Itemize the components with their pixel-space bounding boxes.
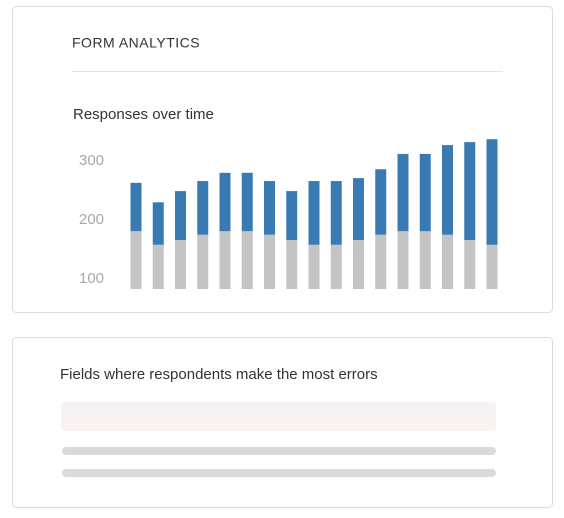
chart-title: Responses over time (73, 106, 214, 123)
analytics-card (12, 6, 553, 313)
bar-segment (397, 231, 409, 290)
placeholder-line (62, 469, 496, 477)
bar-segment (464, 142, 476, 241)
y-tick-label: 300 (79, 152, 104, 169)
plot: 100 200 300 (79, 139, 498, 290)
bar-segment (152, 244, 164, 290)
bar-segment (130, 182, 142, 232)
bar-segment (330, 181, 342, 245)
bar-segment (464, 240, 476, 290)
bar-segment (152, 202, 164, 245)
bar-segment (486, 139, 498, 245)
bar-segment (219, 231, 231, 290)
bar-segment (353, 240, 364, 290)
bar-segment (197, 181, 209, 235)
bar-segment (330, 244, 342, 290)
bar-segment (241, 172, 253, 232)
bar-segment (419, 231, 431, 290)
bar-segment (175, 191, 186, 241)
placeholder-block (61, 402, 496, 431)
bar-segment (241, 231, 253, 290)
bar-segment (375, 234, 387, 290)
bar-segment (375, 169, 387, 235)
bar-segment (286, 191, 298, 241)
bar-segment (419, 153, 431, 232)
bar-segment (308, 244, 320, 290)
bar-segment (286, 240, 298, 290)
bar-segment (442, 234, 453, 290)
bar-segment (197, 234, 209, 290)
bar-segment (130, 231, 142, 290)
bar-segment (264, 181, 275, 235)
card-title: FORM ANALYTICS (72, 35, 200, 51)
bar-segment (219, 172, 231, 232)
bar-segment (397, 153, 409, 232)
bar-segment (486, 244, 498, 290)
y-tick-label: 100 (79, 270, 104, 287)
bar-segment (264, 234, 275, 290)
bar-segment (175, 240, 186, 290)
bar-segment (308, 181, 320, 245)
bar-segment (442, 145, 453, 235)
errors-title: Fields where respondents make the most e… (60, 366, 378, 383)
y-tick-label: 200 (79, 211, 104, 228)
placeholder-line (62, 447, 496, 455)
bar-segment (353, 178, 364, 241)
